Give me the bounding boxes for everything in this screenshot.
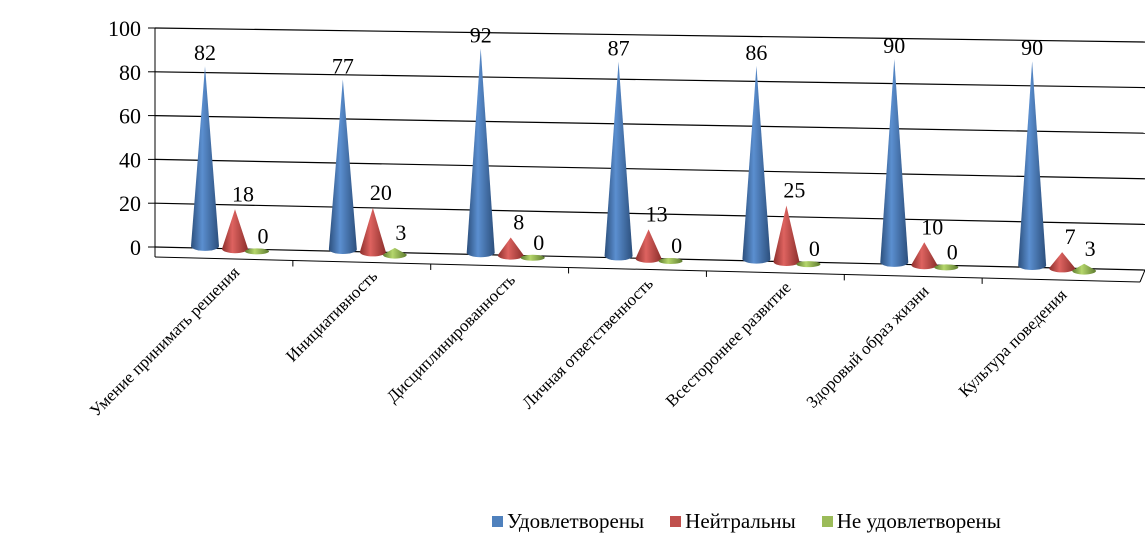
cone-neutral [911, 242, 938, 270]
data-label-dissatisfied: 3 [1085, 236, 1096, 261]
category-labels: Умение принимать решения Инициативность Ди… [86, 263, 1071, 421]
data-label-neutral: 7 [1065, 224, 1076, 249]
gridline [154, 115, 1145, 134]
legend-label: Нейтральны [685, 508, 796, 533]
gridline [154, 158, 1145, 180]
x-category-label: Личная ответственность [518, 274, 657, 413]
data-label-dissatisfied: 3 [395, 220, 406, 245]
data-label-satisfied: 90 [1021, 35, 1043, 60]
data-label-satisfied: 90 [883, 33, 905, 58]
x-category-label: Здоровый образ жизни [803, 282, 933, 412]
data-label-satisfied: 92 [470, 22, 492, 47]
cone-dissatisfied [245, 248, 269, 255]
floor-edge [1139, 269, 1145, 283]
x-category-label: Дисциплинированность [383, 270, 519, 406]
data-label-neutral: 10 [921, 214, 943, 239]
legend-label: Удовлетворены [507, 508, 645, 533]
data-label-satisfied: 82 [194, 40, 216, 65]
y-tick-label: 40 [119, 147, 141, 172]
y-tick-label: 100 [108, 16, 141, 41]
legend-item-neutral: Нейтральны [670, 509, 796, 534]
y-tick-label: 60 [119, 104, 141, 129]
cone-satisfied [328, 79, 357, 255]
legend: Удовлетворены Нейтральны Не удовлетворен… [492, 508, 1027, 534]
y-tick-label: 80 [119, 60, 141, 85]
cone-dissatisfied [1072, 263, 1097, 275]
cone-neutral [359, 207, 386, 257]
cone-neutral [635, 229, 662, 263]
cone-neutral [773, 205, 800, 267]
data-label-neutral: 20 [370, 180, 392, 205]
cone-dissatisfied [382, 247, 407, 259]
x-category-label: Умение принимать решения [86, 263, 244, 421]
cone-neutral [1049, 252, 1076, 273]
cone-dissatisfied [520, 254, 545, 261]
y-tick-labels: 0 20 40 60 80 100 [108, 16, 141, 260]
legend-swatch [492, 515, 503, 527]
legend-label: Не удовлетворены [836, 508, 1001, 533]
cone-satisfied [880, 59, 909, 267]
floor-edge [154, 256, 1141, 283]
cone-satisfied [604, 61, 633, 261]
data-label-satisfied: 87 [608, 36, 630, 61]
axes [148, 27, 1145, 284]
data-label-dissatisfied: 0 [533, 230, 544, 255]
y-tick-label: 20 [119, 191, 141, 216]
data-label-satisfied: 86 [745, 40, 767, 65]
data-label-dissatisfied: 0 [809, 236, 820, 261]
data-label-neutral: 18 [232, 181, 254, 206]
x-category-label: Культура поведения [955, 285, 1071, 401]
x-category-label: Инициативность [282, 266, 381, 365]
cone-satisfied [191, 66, 219, 251]
legend-swatch [821, 515, 833, 527]
gridlines [154, 27, 1145, 271]
cone-dissatisfied [934, 264, 959, 271]
data-label-neutral: 25 [783, 177, 805, 202]
data-label-dissatisfied: 0 [671, 233, 682, 258]
legend-item-satisfied: Удовлетворены [492, 509, 644, 534]
y-tick-label: 0 [130, 235, 141, 260]
gridline [154, 71, 1145, 89]
gridline [154, 202, 1145, 225]
data-label-dissatisfied: 0 [947, 239, 958, 264]
cones [191, 48, 1097, 275]
data-label-neutral: 8 [513, 209, 524, 234]
data-label-dissatisfied: 0 [258, 223, 269, 248]
legend-swatch [670, 515, 682, 527]
gridline [154, 27, 1145, 43]
x-category-label: Всестороннее развитие [662, 278, 795, 411]
cone-dissatisfied [658, 257, 683, 264]
cone-dissatisfied [796, 261, 821, 268]
data-label-neutral: 13 [646, 201, 668, 226]
cone-satisfied [742, 65, 771, 264]
data-label-satisfied: 77 [332, 53, 354, 78]
cone-neutral [497, 237, 524, 260]
cone-satisfied [466, 48, 495, 258]
legend-item-dissatisfied: Не удовлетворены [821, 508, 1001, 534]
cone-neutral [222, 209, 248, 254]
cone-satisfied [1018, 61, 1047, 271]
